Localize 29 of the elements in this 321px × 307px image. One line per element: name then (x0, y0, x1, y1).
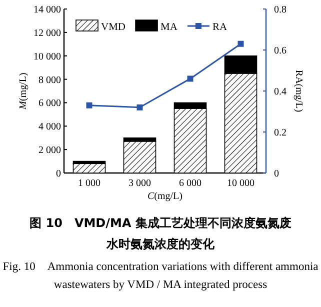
y-tick-label: 2 000 (38, 145, 61, 156)
y2-axis-title: RA(mg/L) (293, 70, 304, 112)
y-tick-label: 6 000 (38, 98, 61, 110)
point (238, 40, 244, 47)
y2-tick-label: 0.6 (274, 46, 286, 56)
point (187, 76, 194, 82)
y-tick-label: 12 000 (34, 28, 61, 39)
legend-label: RA (212, 22, 228, 33)
x-tick-label: 3 000 (128, 178, 151, 189)
y2-tick-label: 0 (274, 168, 279, 180)
y2-tick-label: 0.2 (274, 128, 286, 138)
y-axis-title: M(mg/L) (18, 72, 29, 110)
x-tick-label: 1 000 (78, 178, 100, 189)
legend-label: MA (160, 22, 178, 33)
y2-tick-label: 0.8 (274, 4, 286, 16)
point (136, 104, 143, 110)
y-tick-label: 4 000 (38, 122, 61, 133)
caption: 图 10 VMD/MA 集成工艺处理不同浓度氨氮废水时氨氮浓度的变化 (30, 215, 292, 253)
caption: Fig. 10 Ammonia concentration variations with different ammonia wastewaters by VMD / MA integrated process (2, 260, 318, 293)
x-axis-title: C(mg/L) (148, 191, 182, 202)
y2-tick-label: 0.4 (274, 86, 286, 98)
y-tick-label: 8 000 (38, 74, 61, 86)
x-tick-label: 10 000 (227, 178, 254, 189)
y-tick-label: 14 000 (34, 4, 61, 16)
x-tick-label: 6 000 (179, 178, 202, 189)
point (86, 102, 92, 108)
y-tick-label: 10 000 (34, 51, 61, 62)
legend-label: VMD (101, 22, 126, 33)
y-tick-label: 0 (56, 168, 61, 180)
